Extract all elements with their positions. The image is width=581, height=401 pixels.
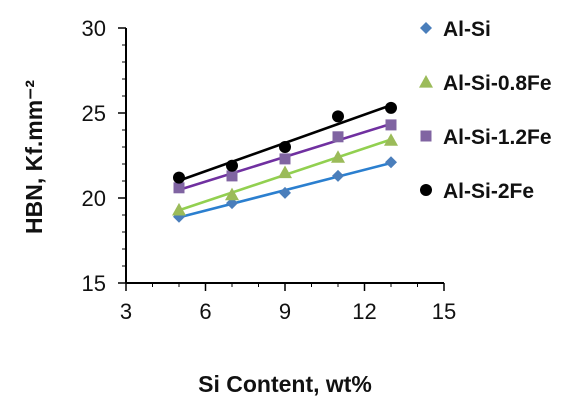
legend-marker <box>419 75 433 88</box>
y-tick-label: 15 <box>82 271 106 296</box>
data-point <box>385 119 397 131</box>
data-point <box>385 101 397 114</box>
data-point <box>226 170 238 182</box>
legend-label: Al-Si-2Fe <box>443 180 534 203</box>
x-tick-label: 12 <box>352 299 376 324</box>
legend: Al-Si Al-Si-0.8Fe Al-Si-1.2Fe Al-Si-2Fe <box>419 18 552 203</box>
legend-label: Al-Si-1.2Fe <box>443 126 552 149</box>
data-point <box>279 186 291 199</box>
data-point <box>331 150 345 163</box>
legend-item: Al-Si-1.2Fe <box>420 126 552 149</box>
x-tick-label: 15 <box>432 299 456 324</box>
y-axis-title: HBN, Kf.mm⁻² <box>21 80 47 234</box>
data-point <box>172 202 186 216</box>
data-point <box>385 156 397 169</box>
legend-marker <box>420 22 432 34</box>
y-tick-label: 25 <box>82 101 106 126</box>
legend-item: Al-Si-2Fe <box>420 180 534 203</box>
legend-label: Al-Si-0.8Fe <box>443 72 552 95</box>
x-tick-label: 6 <box>199 299 211 324</box>
data-point <box>332 110 344 123</box>
y-tick-label: 30 <box>82 16 106 41</box>
data-point <box>173 182 185 194</box>
data-point <box>226 159 238 172</box>
data-point <box>332 169 344 182</box>
y-tick-label: 20 <box>82 186 106 211</box>
data-point <box>278 165 292 179</box>
legend-item: Al-Si-0.8Fe <box>419 72 552 95</box>
data-point <box>279 153 291 165</box>
legend-item: Al-Si <box>420 18 491 41</box>
data-point <box>173 171 185 184</box>
axis-ticks: 3 6 9 12 15 15 20 25 30 <box>82 16 457 324</box>
data-point <box>279 141 291 153</box>
data-point <box>384 133 398 146</box>
legend-label: Al-Si <box>443 18 491 41</box>
legend-marker <box>420 184 432 196</box>
data-point <box>225 187 239 201</box>
legend-marker <box>420 130 432 142</box>
x-axis-title: Si Content, wt% <box>198 371 372 397</box>
data-point <box>332 131 344 143</box>
x-tick-label: 3 <box>120 299 132 324</box>
x-tick-label: 9 <box>279 299 291 324</box>
data-points <box>172 101 398 223</box>
